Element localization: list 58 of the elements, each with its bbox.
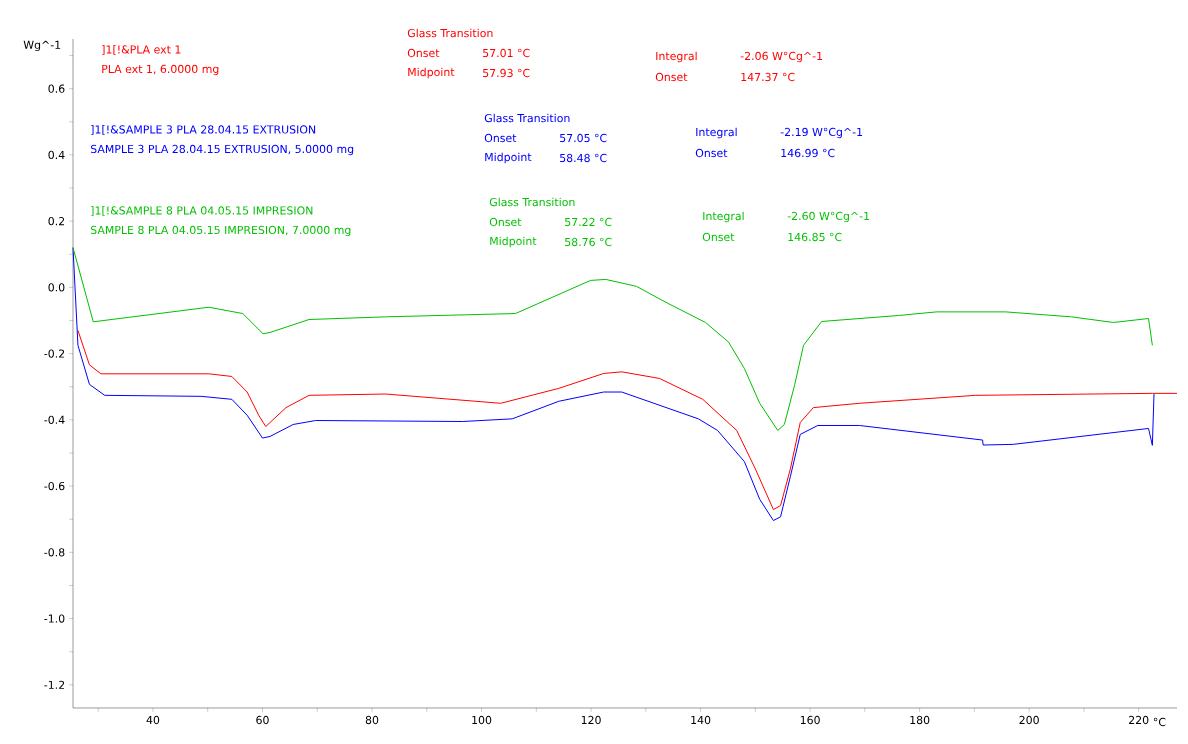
annotation: SAMPLE 8 PLA 04.05.15 IMPRESION, 7.0000 mg (90, 225, 351, 237)
y-tick-label: 0.6 (48, 84, 65, 93)
annotation: Integral (696, 127, 737, 139)
annotation: SAMPLE 3 PLA 28.04.15 EXTRUSION, 5.0000 mg (90, 144, 354, 156)
y-tick-label: -0.8 (44, 548, 65, 557)
annotation: Onset (489, 217, 522, 227)
annotation: Onset (484, 133, 517, 143)
x-tick-label: 60 (256, 715, 269, 725)
x-tick-label: 200 (1019, 715, 1039, 725)
annotation: Midpoint (485, 152, 532, 164)
annotation: Onset (695, 148, 728, 158)
annotation: PLA ext 1, 6.0000 mg (102, 64, 219, 76)
annotation: 57.22 °C (565, 217, 612, 227)
annotation: 57.05 °C (560, 133, 607, 143)
y-tick-label: -0.2 (44, 349, 65, 358)
x-tick-label: 40 (146, 715, 160, 725)
y-tick-label: 0.4 (48, 150, 65, 160)
text: Glass Transition (407, 28, 493, 38)
annotation: Glass Transition (489, 197, 575, 207)
line-series (77, 329, 1178, 511)
x-tick-label: 140 (691, 715, 711, 725)
annotation: Midpoint (408, 67, 455, 79)
annotation: 147.37 °C (741, 72, 795, 82)
y-tick-label: 0.2 (48, 217, 65, 226)
line-series (72, 247, 1153, 431)
y-tick-label: 0.0 (48, 283, 65, 292)
annotation: Onset (702, 232, 735, 242)
annotation: 57.01 °C (483, 48, 530, 58)
y-tick-label: -0.4 (44, 415, 65, 424)
x-tick-label: 180 (910, 715, 930, 725)
annotation: Glass Transition (484, 113, 570, 123)
x-tick-label: 160 (800, 715, 820, 725)
annotation: -2.19 W°Cg^-1 (780, 127, 863, 139)
annotation: 146.99 °C (781, 148, 835, 158)
annotation: Onset (655, 72, 688, 82)
annotation: ]1[!&PLA ext 1 (102, 45, 181, 55)
annotation: Midpoint (490, 236, 537, 248)
annotation: ]1[!&SAMPLE 3 PLA 28.04.15 EXTRUSION (91, 125, 316, 135)
y-tick-label: -0.6 (44, 481, 65, 491)
annotation: 146.85 °C (788, 232, 842, 242)
y-tick-label: -1.2 (44, 680, 65, 689)
annotation: Integral (703, 211, 744, 223)
annotation: Onset (407, 48, 440, 58)
annotation: Integral (656, 51, 697, 63)
annotation: ]1[!&SAMPLE 8 PLA 04.05.15 IMPRESION (91, 206, 313, 216)
annotation: 58.48 °C (560, 153, 607, 163)
x-tick-label: 80 (365, 715, 379, 725)
annotation: 57.93 °C (483, 68, 530, 78)
y-tick-label: -1.0 (44, 614, 65, 623)
line-series (72, 247, 1155, 522)
annotation: -2.06 W°Cg^-1 (740, 51, 823, 63)
x-tick-label: 100 (472, 715, 492, 725)
annotation: 58.76 °C (565, 237, 612, 247)
annotation: -2.60 W°Cg^-1 (787, 211, 870, 223)
x-tick-label: 120 (581, 715, 601, 725)
x-axis-title: °C (1153, 717, 1166, 727)
y-axis-title: Wg^-1 (23, 40, 61, 52)
x-tick-label: 220 (1129, 715, 1149, 725)
